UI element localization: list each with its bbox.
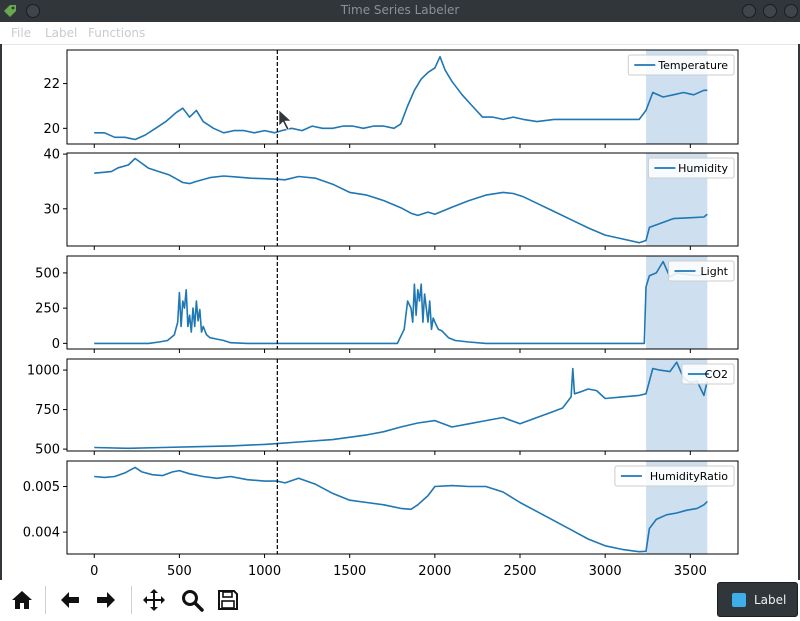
y-tick-label: 500 bbox=[35, 443, 60, 458]
x-tick-label: 2500 bbox=[503, 564, 536, 579]
subplot-humidity: 30 40 Humidity bbox=[43, 148, 739, 250]
y-tick-label: 40 bbox=[43, 148, 60, 163]
x-tick-label: 2000 bbox=[418, 564, 451, 579]
maximize-button[interactable] bbox=[763, 4, 777, 18]
legend-box bbox=[614, 465, 735, 487]
series-line-light bbox=[94, 260, 708, 345]
y-tick-label: 0.005 bbox=[23, 480, 60, 495]
legend-box bbox=[627, 54, 735, 76]
legend-label: HumidityRatio bbox=[650, 470, 728, 483]
series-line-humidityratio bbox=[94, 466, 708, 553]
pan-icon[interactable] bbox=[140, 586, 168, 614]
time-series-figure[interactable]: 20 22 Temperature 30 40 Humidity 0 250 500 Light 5… bbox=[0, 44, 800, 580]
navigation-toolbar: Label bbox=[0, 580, 800, 621]
subplot-co2: 500 750 1000 CO2 bbox=[27, 358, 739, 458]
title-bar: Time Series Labeler bbox=[0, 0, 800, 22]
series-line-co2 bbox=[94, 361, 709, 450]
menu-functions[interactable]: Functions bbox=[88, 26, 146, 40]
toolbar-separator bbox=[131, 586, 132, 614]
series-line-humidity bbox=[94, 157, 708, 244]
y-tick-label: 30 bbox=[43, 202, 60, 217]
axes-frame bbox=[66, 460, 739, 555]
label-button-text: Label bbox=[754, 592, 787, 607]
legend-label: Humidity bbox=[678, 162, 728, 175]
legend-label: Light bbox=[701, 265, 729, 278]
y-tick-label: 22 bbox=[43, 77, 60, 92]
toolbar-separator bbox=[45, 586, 46, 614]
y-tick-label: 0 bbox=[52, 337, 60, 352]
app-icon bbox=[4, 5, 16, 17]
y-tick-label: 0.004 bbox=[23, 526, 60, 541]
axes-frame bbox=[66, 49, 739, 145]
label-toggle-button[interactable]: Label bbox=[717, 582, 798, 617]
forward-arrow-icon[interactable] bbox=[92, 586, 120, 614]
x-tick-label: 3500 bbox=[674, 564, 707, 579]
close-button[interactable] bbox=[784, 4, 798, 18]
y-tick-label: 500 bbox=[35, 266, 60, 281]
back-arrow-icon[interactable] bbox=[56, 586, 84, 614]
legend-label: CO2 bbox=[705, 368, 728, 381]
window-menu-button[interactable] bbox=[26, 4, 40, 18]
save-icon[interactable] bbox=[214, 586, 242, 614]
x-tick-label: 1500 bbox=[333, 564, 366, 579]
zoom-icon[interactable] bbox=[178, 586, 206, 614]
y-tick-label: 250 bbox=[35, 302, 60, 317]
label-checkbox-indicator bbox=[732, 592, 746, 607]
y-tick-label: 750 bbox=[35, 403, 60, 418]
legend-box bbox=[647, 157, 735, 179]
minimize-button[interactable] bbox=[742, 4, 756, 18]
plot-area-frame bbox=[0, 44, 800, 580]
axes-frame bbox=[66, 255, 739, 350]
subplot-humidityratio: 0.004 0.005 0 500 1000 1500 2000 2500 3000 3500 Hu… bbox=[23, 460, 739, 579]
axes-frame bbox=[66, 358, 739, 452]
x-tick-label: 1000 bbox=[248, 564, 281, 579]
axes-frame bbox=[66, 152, 739, 247]
x-tick-label: 0 bbox=[90, 564, 98, 579]
y-tick-label: 1000 bbox=[27, 364, 60, 379]
x-tick-label: 3000 bbox=[589, 564, 622, 579]
x-tick-label: 500 bbox=[167, 564, 192, 579]
series-line-temperature bbox=[94, 55, 708, 141]
menu-file[interactable]: File bbox=[11, 26, 32, 40]
y-tick-label: 20 bbox=[43, 122, 60, 137]
menu-bar: File Label Functions bbox=[0, 22, 800, 45]
mouse-cursor-icon bbox=[278, 109, 292, 131]
subplot-temperature: 20 22 Temperature bbox=[43, 49, 739, 148]
legend-label: Temperature bbox=[657, 59, 728, 72]
menu-label[interactable]: Label bbox=[45, 26, 78, 40]
legend-box bbox=[668, 260, 735, 282]
home-icon[interactable] bbox=[8, 586, 36, 614]
subplot-light: 0 250 500 Light bbox=[35, 255, 739, 353]
window-title: Time Series Labeler bbox=[340, 3, 460, 17]
